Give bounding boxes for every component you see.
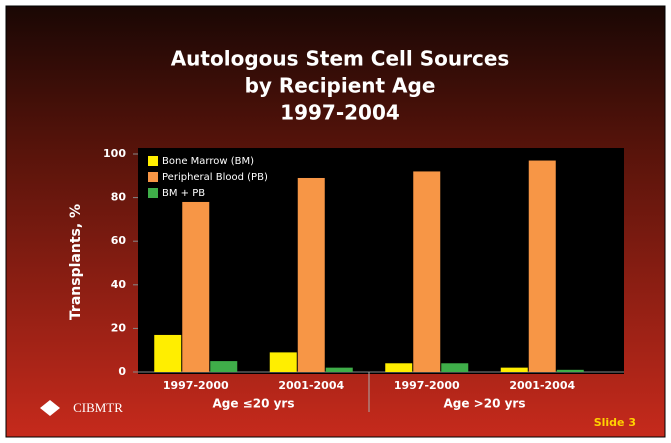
x-tick-label: 1997-2000 bbox=[163, 379, 229, 392]
x-group-label: Age ≤20 yrs bbox=[212, 397, 294, 411]
legend-swatch bbox=[148, 188, 158, 198]
legend-swatch bbox=[148, 172, 158, 182]
legend-label: BM + PB bbox=[162, 188, 205, 199]
bar bbox=[500, 367, 528, 372]
bar bbox=[182, 201, 210, 372]
legend-swatch bbox=[148, 156, 158, 166]
y-axis-label: Transplants, % bbox=[68, 204, 84, 320]
x-tick-label: 2001-2004 bbox=[278, 379, 344, 392]
chart-title: by Recipient Age bbox=[245, 74, 436, 98]
bar bbox=[556, 369, 584, 372]
bar bbox=[528, 160, 556, 372]
bar bbox=[269, 352, 297, 372]
chart-title: Autologous Stem Cell Sources bbox=[171, 47, 510, 71]
bar bbox=[441, 363, 469, 372]
logo-icon bbox=[40, 400, 60, 416]
logo-text: CIBMTR bbox=[73, 400, 123, 415]
legend-label: Bone Marrow (BM) bbox=[162, 156, 254, 167]
bar bbox=[297, 177, 325, 372]
y-tick-label: 20 bbox=[111, 321, 127, 334]
bar bbox=[154, 334, 182, 372]
bar bbox=[413, 171, 441, 372]
x-tick-label: 1997-2000 bbox=[394, 379, 460, 392]
y-tick-label: 40 bbox=[111, 278, 127, 291]
y-tick-label: 60 bbox=[111, 234, 127, 247]
y-tick-label: 100 bbox=[103, 147, 126, 160]
slide-number: Slide 3 bbox=[594, 416, 636, 429]
y-tick-label: 80 bbox=[111, 191, 127, 204]
legend-label: Peripheral Blood (PB) bbox=[162, 172, 268, 183]
logo: CIBMTR bbox=[40, 400, 123, 416]
x-group-label: Age >20 yrs bbox=[443, 397, 525, 411]
chart-title: 1997-2004 bbox=[280, 101, 400, 125]
bar bbox=[210, 361, 238, 372]
bar bbox=[385, 363, 413, 372]
bar bbox=[325, 367, 353, 372]
x-tick-label: 2001-2004 bbox=[509, 379, 575, 392]
y-tick-label: 0 bbox=[118, 365, 126, 378]
